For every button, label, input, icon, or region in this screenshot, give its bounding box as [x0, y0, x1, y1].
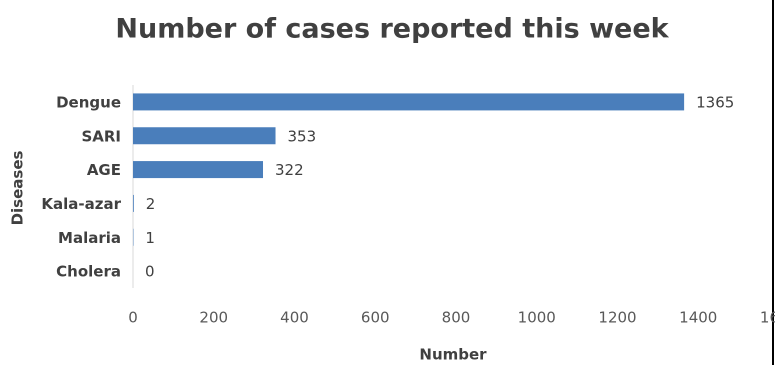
value-label: 1	[145, 229, 155, 247]
value-label: 322	[275, 161, 304, 179]
x-tick-label: 1600	[760, 309, 775, 327]
x-tick-label: 1200	[598, 309, 636, 327]
y-tick-label: Malaria	[58, 229, 121, 247]
x-tick-label: 1400	[679, 309, 717, 327]
y-tick-label: Dengue	[56, 93, 121, 111]
x-tick-label: 200	[199, 309, 228, 327]
y-tick-label: SARI	[81, 127, 121, 145]
chart-title: Number of cases reported this week	[115, 14, 669, 45]
bar	[133, 127, 276, 145]
bar	[133, 93, 685, 111]
y-tick-label: Cholera	[56, 263, 121, 281]
bar	[133, 161, 264, 179]
value-label: 0	[145, 263, 155, 281]
x-tick-label: 1000	[518, 309, 556, 327]
y-axis-label: Diseases	[9, 151, 27, 226]
x-tick-label: 0	[128, 309, 138, 327]
value-label: 1365	[696, 93, 734, 111]
x-tick-label: 400	[280, 309, 309, 327]
y-tick-label: Kala-azar	[41, 195, 121, 213]
bar	[133, 194, 134, 212]
value-label: 353	[288, 127, 317, 145]
y-tick-label: AGE	[87, 161, 121, 179]
x-tick-label: 600	[361, 309, 390, 327]
x-axis-label: Number	[419, 346, 487, 364]
value-label: 2	[146, 195, 156, 213]
x-tick-label: 800	[442, 309, 471, 327]
